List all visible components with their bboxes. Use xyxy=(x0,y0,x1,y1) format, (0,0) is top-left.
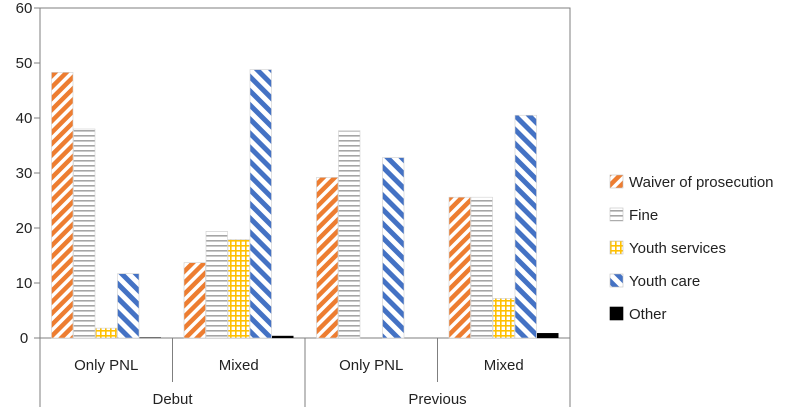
bar-waiver-of-prosecution-previous-only-pnl xyxy=(316,177,339,339)
legend-swatch xyxy=(609,207,624,222)
legend: Waiver of prosecution Fine Youth services Y… xyxy=(609,174,774,323)
bar-youth-services-previous-mixed xyxy=(492,298,515,339)
legend-swatch xyxy=(609,174,624,189)
y-tick-label: 60 xyxy=(16,0,33,17)
bar-youth-care-debut-mixed xyxy=(249,69,272,339)
bar-waiver-of-prosecution-previous-mixed xyxy=(448,196,471,339)
bar-fine-previous-only-pnl xyxy=(338,130,361,339)
y-axis: 0 10 20 30 40 50 60 xyxy=(16,0,40,347)
bar-youth-care-previous-mixed xyxy=(514,114,537,339)
y-tick-label: 0 xyxy=(20,330,28,347)
legend-label: Waiver of prosecution xyxy=(629,174,774,191)
x-axis: Only PNL Mixed Only PNL Mixed Debut Previous xyxy=(39,338,571,407)
bar-youth-services-debut-only-pnl xyxy=(95,327,118,339)
x-category-label: Only PNL xyxy=(74,357,138,374)
bar-waiver-of-prosecution-debut-only-pnl xyxy=(51,72,74,339)
y-tick-label: 50 xyxy=(16,55,33,72)
x-category-label: Mixed xyxy=(219,357,259,374)
bar-other-previous-mixed xyxy=(537,333,559,338)
y-tick-label: 10 xyxy=(16,275,33,292)
bar-youth-care-previous-only-pnl xyxy=(382,157,405,339)
bar-fine-debut-mixed xyxy=(205,231,228,339)
legend-label: Youth services xyxy=(629,240,726,257)
legend-swatch xyxy=(609,273,624,288)
legend-label: Other xyxy=(629,306,667,323)
bars xyxy=(51,69,559,339)
x-group-label: Previous xyxy=(408,391,466,407)
bar-other-debut-only-pnl xyxy=(139,337,161,338)
bar-fine-debut-only-pnl xyxy=(73,128,96,339)
x-group-label: Debut xyxy=(152,391,193,407)
x-category-label: Mixed xyxy=(484,357,524,374)
y-tick-label: 40 xyxy=(16,110,33,127)
y-tick-label: 20 xyxy=(16,220,33,237)
bar-youth-services-debut-mixed xyxy=(227,239,250,339)
legend-label: Fine xyxy=(629,207,658,224)
bar-youth-care-debut-only-pnl xyxy=(117,273,140,339)
legend-label: Youth care xyxy=(629,273,700,290)
bar-fine-previous-mixed xyxy=(470,196,493,339)
y-tick-label: 30 xyxy=(16,165,33,182)
bar-other-debut-mixed xyxy=(272,335,294,338)
bar-waiver-of-prosecution-debut-mixed xyxy=(183,262,206,339)
legend-swatch xyxy=(609,306,624,321)
legend-swatch xyxy=(609,240,624,255)
x-category-label: Only PNL xyxy=(339,357,403,374)
